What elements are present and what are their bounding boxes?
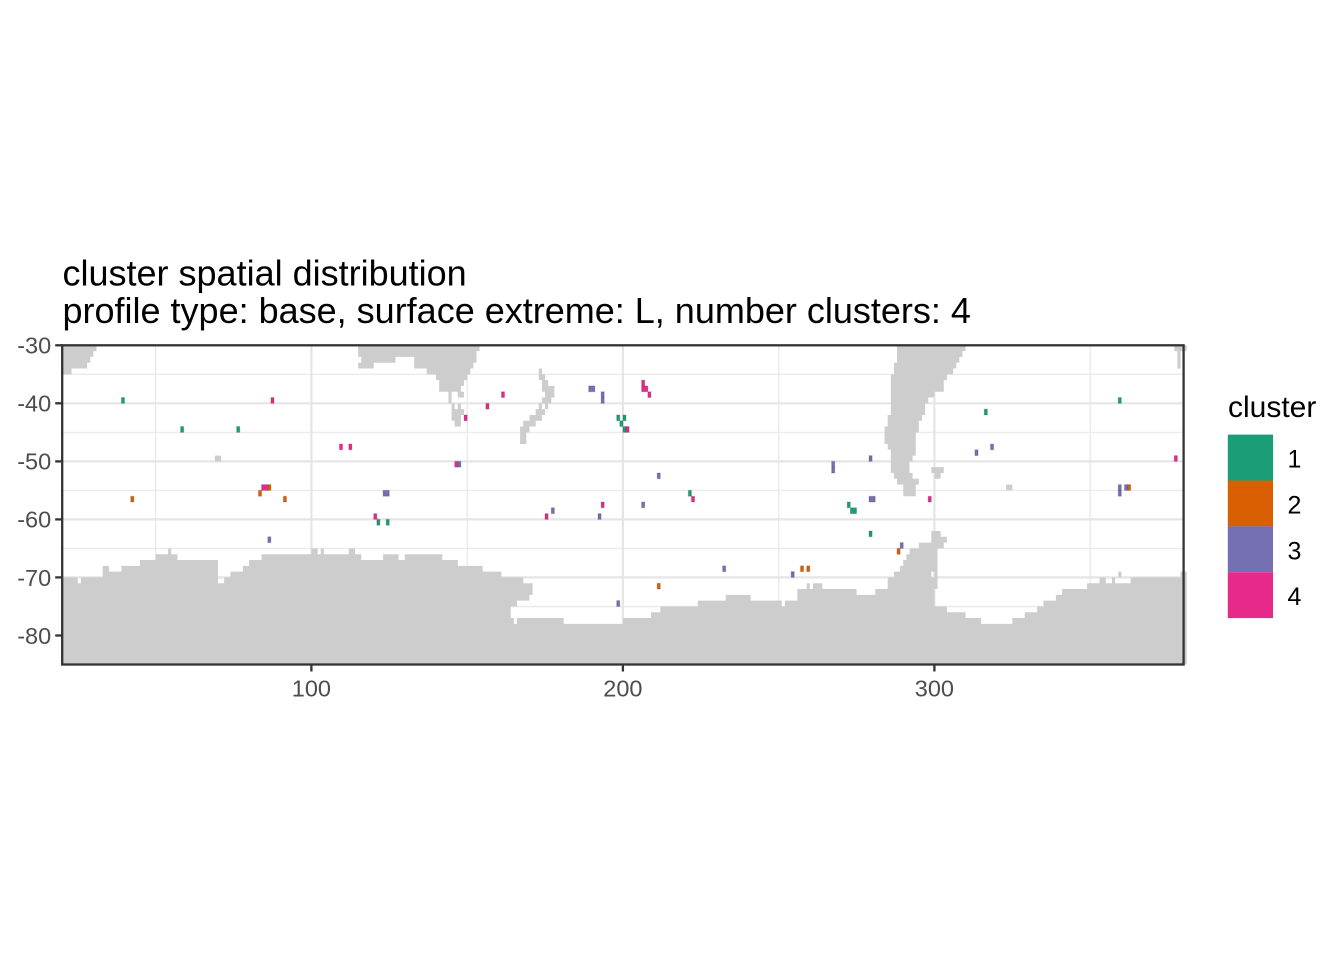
svg-text:4: 4 <box>1288 583 1302 611</box>
svg-text:1: 1 <box>1288 446 1302 474</box>
svg-text:2: 2 <box>1288 492 1302 520</box>
svg-text:-60: -60 <box>17 507 51 533</box>
svg-text:-30: -30 <box>17 333 51 359</box>
svg-text:200: 200 <box>603 676 642 702</box>
svg-text:3: 3 <box>1288 537 1302 565</box>
svg-text:100: 100 <box>292 676 331 702</box>
svg-text:profile type: base, surface ex: profile type: base, surface extreme: L, … <box>63 290 971 331</box>
svg-text:cluster spatial distribution: cluster spatial distribution <box>63 252 467 293</box>
svg-text:-40: -40 <box>17 391 51 417</box>
svg-text:-70: -70 <box>17 565 51 591</box>
svg-text:300: 300 <box>915 676 954 702</box>
svg-text:-50: -50 <box>17 449 51 475</box>
svg-text:-80: -80 <box>17 623 51 649</box>
svg-text:cluster: cluster <box>1228 391 1316 424</box>
